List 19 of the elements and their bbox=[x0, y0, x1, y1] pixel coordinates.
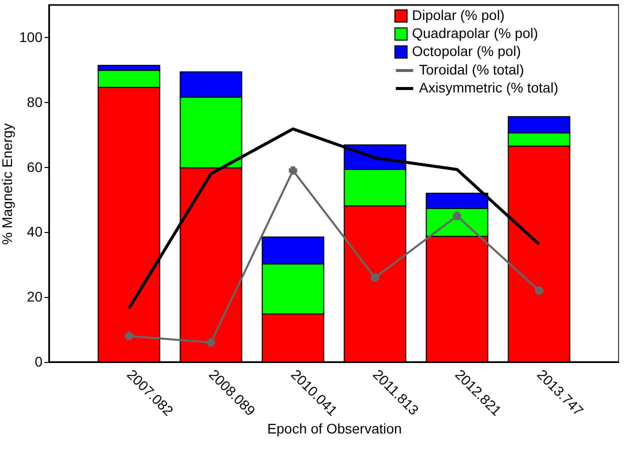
y-tick-label: 0 bbox=[34, 354, 43, 370]
legend-label: Toroidal (% total) bbox=[419, 62, 524, 78]
legend-label: Quadrapolar (% pol) bbox=[412, 25, 538, 41]
y-tick-label: 100 bbox=[19, 28, 43, 45]
y-axis-title: % Magnetic Energy bbox=[0, 123, 16, 245]
y-tick-label: 80 bbox=[26, 94, 43, 110]
x-axis-title: Epoch of Observation bbox=[267, 420, 402, 437]
y-tick-label: 60 bbox=[26, 158, 43, 175]
legend-label: Dipolar (% pol) bbox=[412, 7, 505, 23]
point bbox=[370, 273, 380, 282]
legend-label: Octopolar (% pol) bbox=[412, 43, 521, 59]
y-tick-label: 40 bbox=[26, 224, 43, 240]
point bbox=[452, 212, 462, 220]
point bbox=[288, 166, 298, 175]
point bbox=[534, 286, 544, 295]
point bbox=[124, 332, 134, 340]
point bbox=[206, 338, 216, 347]
legend-label: Axisymmetric (% total) bbox=[419, 80, 558, 96]
y-tick-label: 20 bbox=[26, 288, 43, 305]
